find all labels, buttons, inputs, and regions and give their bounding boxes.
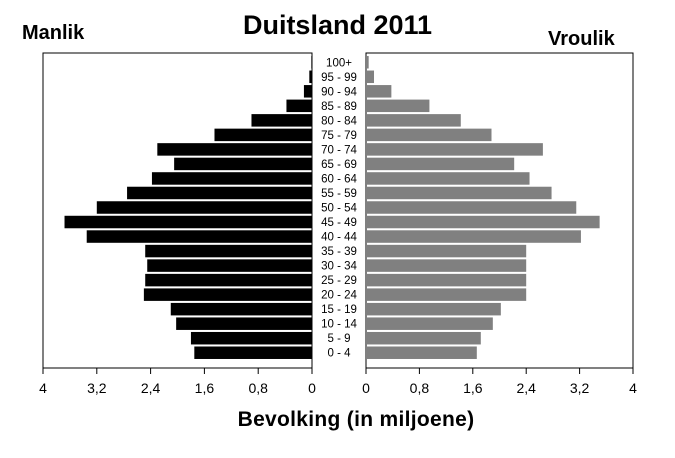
female-bar <box>366 128 492 142</box>
female-bar <box>366 230 581 243</box>
age-label: 40 - 44 <box>321 232 357 244</box>
male-bar <box>143 288 312 301</box>
male-bar <box>176 317 312 330</box>
age-label: 80 - 84 <box>321 115 357 127</box>
age-label: 30 - 34 <box>321 261 357 273</box>
age-label: 15 - 19 <box>321 304 357 316</box>
male-bar <box>190 331 312 345</box>
female-bar <box>366 201 577 214</box>
tick-label: 0,8 <box>410 380 430 396</box>
male-bar <box>194 346 312 359</box>
male-bar <box>170 302 312 316</box>
age-label: 75 - 79 <box>321 130 357 142</box>
female-bar <box>366 288 527 301</box>
tick-label: 4 <box>629 380 637 396</box>
female-bar <box>366 186 552 200</box>
age-label: 60 - 64 <box>321 173 357 185</box>
male-bar <box>251 114 312 127</box>
female-bar <box>366 85 392 98</box>
male-bar <box>145 244 312 258</box>
male-bar <box>86 230 313 243</box>
age-label: 10 - 14 <box>321 319 357 331</box>
female-bars <box>366 56 600 359</box>
age-label: 50 - 54 <box>321 203 357 215</box>
female-label: Vroulik <box>548 28 615 50</box>
x-axis-ticks: 0 0 0,8 0,8 1,6 1,6 2,4 2,4 3,2 3,2 4 4 <box>39 368 637 396</box>
age-label: 90 - 94 <box>321 86 357 98</box>
age-label: 100+ <box>326 57 352 69</box>
male-bar <box>174 157 312 171</box>
age-label: 85 - 89 <box>321 101 357 113</box>
age-label: 25 - 29 <box>321 275 357 287</box>
female-bar <box>366 317 493 330</box>
male-bar <box>64 215 313 229</box>
tick-label: 3,2 <box>87 380 107 396</box>
male-bar <box>309 70 312 84</box>
age-label: 55 - 59 <box>321 188 357 200</box>
age-label: 70 - 74 <box>321 144 357 156</box>
tick-label: 0 <box>308 380 316 396</box>
female-bar <box>366 99 430 113</box>
female-bar <box>366 346 477 359</box>
male-bar <box>127 186 312 200</box>
female-bar <box>366 157 515 171</box>
tick-label: 1,6 <box>195 380 215 396</box>
age-label: 20 - 24 <box>321 290 357 302</box>
female-bar <box>366 273 527 287</box>
female-bar <box>366 114 461 127</box>
male-bar <box>303 85 312 98</box>
age-label: 65 - 69 <box>321 159 357 171</box>
age-label: 0 - 4 <box>327 348 351 360</box>
male-bar <box>145 273 312 287</box>
female-bar <box>366 244 527 258</box>
female-bar <box>366 331 481 345</box>
female-bar <box>366 215 600 229</box>
male-bar <box>151 172 312 185</box>
female-bar <box>366 56 369 69</box>
female-bar <box>366 143 543 156</box>
tick-label: 0 <box>362 380 370 396</box>
age-label: 35 - 39 <box>321 246 357 258</box>
female-bar <box>366 172 530 185</box>
tick-label: 2,4 <box>516 380 536 396</box>
male-bars <box>64 56 313 359</box>
age-labels: 100+ 95 - 99 90 - 94 85 - 89 80 - 84 75 - 79 7… <box>321 57 357 359</box>
tick-label: 2,4 <box>141 380 161 396</box>
chart-title: Duitsland 2011 <box>242 10 433 40</box>
male-bar <box>96 201 312 214</box>
male-bar <box>157 143 312 156</box>
age-label: 5 - 9 <box>327 333 350 345</box>
female-bar <box>366 259 527 272</box>
tick-label: 0,8 <box>248 380 268 396</box>
x-axis-label: Bevolking (in miljoene) <box>237 408 475 431</box>
male-bar <box>311 56 312 69</box>
female-bar <box>366 70 375 84</box>
age-label: 45 - 49 <box>321 217 357 229</box>
female-bar <box>366 302 501 316</box>
male-bar <box>214 128 312 142</box>
tick-label: 1,6 <box>463 380 483 396</box>
male-label: Manlik <box>22 22 85 44</box>
male-bar <box>147 259 312 272</box>
male-bar <box>286 99 312 113</box>
tick-label: 4 <box>39 380 47 396</box>
age-label: 95 - 99 <box>321 72 357 84</box>
tick-label: 3,2 <box>570 380 590 396</box>
